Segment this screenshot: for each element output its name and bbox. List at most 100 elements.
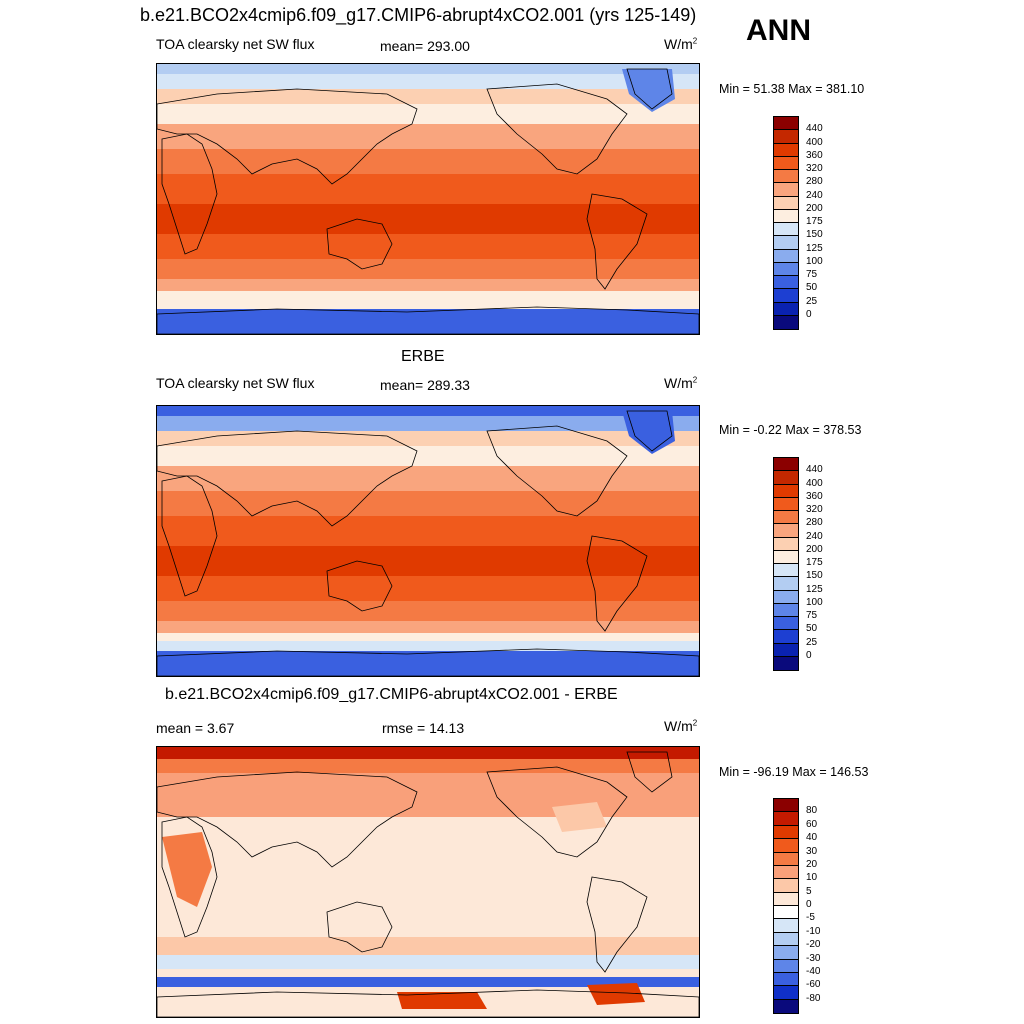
map-feature — [486, 425, 628, 517]
contour-band — [157, 937, 699, 955]
contour-band — [157, 234, 699, 259]
map-feature — [326, 560, 393, 612]
colorbar-swatch — [774, 130, 798, 144]
panel1-mean: mean= 293.00 — [380, 38, 470, 54]
colorbar-swatch — [774, 812, 798, 826]
contour-band — [157, 491, 699, 516]
colorbar-swatch — [774, 183, 798, 197]
colorbar-tick-label: 0 — [806, 308, 812, 320]
colorbar-swatch — [774, 117, 798, 131]
colorbar-swatch — [774, 249, 798, 263]
contour-band — [157, 446, 699, 466]
contour-band — [157, 546, 699, 576]
map-feature — [326, 901, 393, 953]
colorbar-swatch — [774, 946, 798, 960]
colorbar-swatch — [774, 839, 798, 853]
colorbar-swatch — [774, 511, 798, 525]
contour-band — [157, 416, 699, 431]
contour-band — [157, 174, 699, 204]
panel3-heading: b.e21.BCO2x4cmip6.f09_g17.CMIP6-abrupt4x… — [165, 686, 618, 703]
contour-band — [157, 466, 699, 491]
map-feature — [326, 218, 393, 270]
colorbar-tick-label: 30 — [806, 845, 818, 857]
colorbar-tick-label: -10 — [806, 925, 821, 937]
colorbar-swatch — [774, 458, 798, 472]
map-feature — [157, 989, 699, 1017]
colorbar-tick-label: 10 — [806, 872, 818, 884]
colorbar-swatch — [774, 892, 798, 906]
colorbar-tick-label: -20 — [806, 939, 821, 951]
colorbar-tick-label: 400 — [806, 477, 823, 489]
colorbar-swatch — [774, 906, 798, 920]
map-feature — [586, 876, 648, 973]
map-feature — [586, 193, 648, 290]
contour-band — [157, 955, 699, 969]
colorbar-tick-label: 360 — [806, 149, 823, 161]
panel1-minmax: Min = 51.38 Max = 381.10 — [719, 82, 865, 96]
map-feature — [157, 430, 418, 527]
map-feature — [626, 68, 673, 110]
panel2-colorbar — [773, 457, 799, 671]
map-feature — [397, 992, 487, 1009]
colorbar-tick-label: -60 — [806, 979, 821, 991]
map-feature — [552, 802, 607, 832]
colorbar-tick-label: 200 — [806, 543, 823, 555]
colorbar-tick-label: 400 — [806, 136, 823, 148]
contour-band — [157, 633, 699, 641]
colorbar-swatch — [774, 630, 798, 644]
contour-band — [157, 74, 699, 89]
contour-band — [157, 149, 699, 174]
colorbar-swatch — [774, 643, 798, 657]
colorbar-tick-label: 60 — [806, 818, 818, 830]
contour-band — [157, 291, 699, 299]
colorbar-swatch — [774, 865, 798, 880]
colorbar-tick-label: 25 — [806, 636, 818, 648]
panel2-units: W/m2 — [664, 375, 698, 391]
colorbar-swatch — [774, 236, 798, 250]
contour-band — [157, 431, 699, 446]
colorbar-tick-label: 50 — [806, 282, 818, 294]
map-feature — [626, 751, 673, 793]
contour-band — [157, 204, 699, 234]
colorbar-tick-label: 200 — [806, 202, 823, 214]
colorbar-tick-label: 0 — [806, 649, 812, 661]
colorbar-swatch — [774, 550, 798, 564]
colorbar-swatch — [774, 196, 798, 210]
colorbar-swatch — [774, 223, 798, 237]
colorbar-swatch — [774, 919, 798, 933]
contour-band — [157, 601, 699, 621]
contour-band — [157, 279, 699, 291]
colorbar-tick-label: 20 — [806, 858, 818, 870]
colorbar-tick-label: 240 — [806, 530, 823, 542]
contour-band — [157, 124, 699, 149]
panel3-units: W/m2 — [664, 718, 698, 734]
colorbar-swatch — [774, 577, 798, 591]
contour-band — [157, 759, 699, 773]
colorbar-swatch — [774, 972, 798, 987]
colorbar-swatch — [774, 564, 798, 578]
map-feature — [157, 648, 699, 676]
colorbar-swatch — [774, 590, 798, 604]
colorbar-tick-label: 75 — [806, 269, 818, 280]
colorbar-tick-label: -40 — [806, 965, 821, 977]
colorbar-swatch — [774, 617, 798, 631]
map-feature — [157, 88, 418, 185]
panel2-heading: ERBE — [401, 348, 445, 365]
contour-band — [157, 747, 699, 759]
colorbar-swatch — [774, 262, 798, 276]
colorbar-tick-label: 125 — [806, 583, 823, 595]
colorbar-tick-label: 280 — [806, 176, 823, 188]
panel1-variable: TOA clearsky net SW flux — [156, 36, 315, 52]
map-feature — [586, 535, 648, 632]
panel3-rmse: rmse = 14.13 — [382, 720, 465, 736]
contour-band — [157, 406, 699, 416]
colorbar-tick-label: 150 — [806, 570, 823, 582]
panel3-colorbar — [773, 798, 799, 1014]
colorbar-swatch — [774, 302, 798, 316]
colorbar-swatch — [774, 315, 798, 329]
colorbar-tick-label: 150 — [806, 229, 823, 241]
contour-band — [157, 969, 699, 977]
figure-title: b.e21.BCO2x4cmip6.f09_g17.CMIP6-abrupt4x… — [140, 5, 697, 25]
contour-band — [157, 104, 699, 124]
colorbar-tick-label: 175 — [806, 557, 823, 568]
